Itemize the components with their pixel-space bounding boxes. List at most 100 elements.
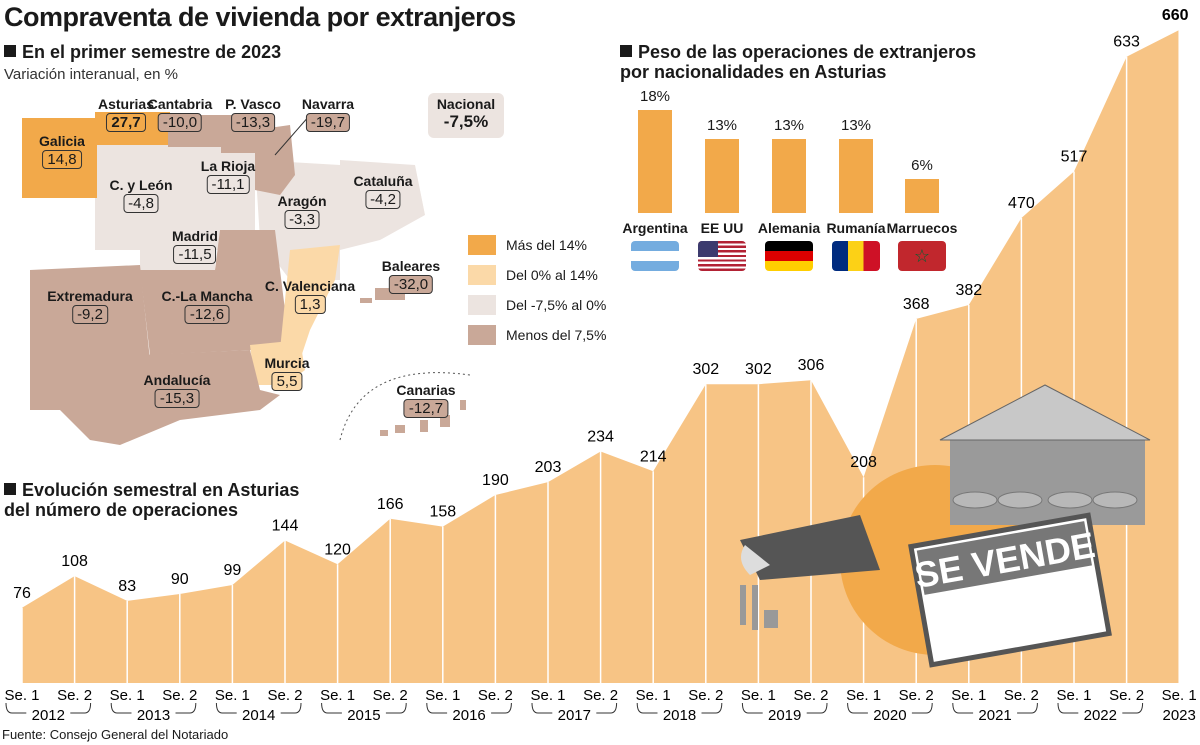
region-name: Murcia [264,355,310,371]
flag-icon-EE UU [698,241,746,271]
area-heading: Evolución semestral en Asturias del núme… [4,480,300,520]
house-sale-illustration: SE VENDE [740,384,1151,668]
data-label: 76 [13,585,31,602]
x-tick-label: Se. 2 [162,687,197,704]
x-tick-label: Se. 1 [741,687,776,704]
keys-icon [740,585,778,630]
region-label: Baleares -32,0 [382,258,440,294]
region-value: 14,8 [42,150,82,169]
data-label: 208 [850,454,877,471]
region-name: Aragón [277,193,327,209]
legend-item: Del -7,5% al 0% [468,295,606,315]
x-tick-label: Se. 2 [478,687,513,704]
year-label: 2020 [873,707,906,724]
year-label: 2016 [452,707,485,724]
data-label: 190 [482,472,509,489]
region-name: Asturias [97,96,155,112]
national-badge: Nacional -7,5% [428,93,504,138]
region-label: Andalucía -15,3 [144,372,210,408]
region-value: -11,5 [173,245,217,264]
year-bracket [5,702,92,714]
x-tick-label: Se. 1 [425,687,460,704]
map-heading: En el primer semestre de 2023 [4,42,281,62]
source-note: Fuente: Consejo General del Notariado [2,727,229,742]
year-bracket [215,702,302,714]
x-tick-label: Se. 2 [793,687,828,704]
x-tick-label: Se. 2 [688,687,723,704]
year-label: 2017 [558,707,591,724]
year-label: 2019 [768,707,801,724]
x-tick-label: Se. 1 [1162,687,1197,704]
region-value: 27,7 [106,113,146,132]
bar-value-label: 18% [639,88,671,106]
bar-Marruecos [905,178,939,213]
data-label: 234 [587,428,614,445]
flag-icon-Rumanía [832,241,880,271]
data-label: 633 [1113,34,1140,51]
data-label: 382 [955,282,982,299]
data-label: 83 [118,578,136,595]
for-sale-sign: SE VENDE [908,512,1112,668]
region-label: C. Valenciana 1,3 [265,278,355,314]
region-value: -15,3 [154,389,200,408]
x-tick-label: Se. 1 [530,687,565,704]
data-label: 144 [272,518,299,535]
bar-Rumanía [839,138,873,213]
year-bracket [847,702,933,714]
year-bracket [1057,702,1144,714]
data-label: 99 [224,562,242,579]
year-bracket [531,702,618,714]
flag-icon-Alemania [765,241,813,271]
region-label: C.-La Mancha -12,6 [161,288,253,324]
year-bracket [321,702,407,714]
region-name: Madrid [172,228,218,244]
region-castilla-la-mancha [140,230,290,355]
region-name: C. Valenciana [264,278,356,294]
bar-value-label: 13% [773,116,805,134]
region-name: Baleares [381,258,441,274]
region-label: Navarra -19,7 [302,96,354,132]
x-tick-label: Se. 2 [899,687,934,704]
x-tick-label: Se. 1 [846,687,881,704]
x-tick-label: Se. 2 [373,687,408,704]
data-label: 302 [745,361,772,378]
region-label: Extremadura -9,2 [47,288,133,324]
x-tick-label: Se. 1 [1056,687,1091,704]
flag-icon-Argentina [631,241,679,271]
region-name: C.-La Mancha [161,288,253,304]
region-canarias [380,400,466,436]
region-label: Asturias 27,7 [98,96,154,132]
country-label: Argentina [622,220,688,236]
x-tick-label: Se. 2 [1004,687,1039,704]
year-label: 2018 [663,707,696,724]
x-tick-label: Se. 1 [320,687,355,704]
data-label: 306 [798,357,825,374]
year-label: 2021 [978,707,1011,724]
region-label: P. Vasco -13,3 [225,96,281,132]
region-name: La Rioja [200,158,256,174]
country-label: Alemania [757,220,821,236]
data-label: 517 [1061,148,1088,165]
nationality-heading: Peso de las operaciones de extranjeros p… [620,42,977,82]
bar-Argentina [638,110,672,213]
page-title: Compraventa de vivienda por extranjeros [4,2,516,32]
region-value: -12,7 [403,399,449,418]
region-name: Extremadura [47,288,133,304]
x-tick-label: Se. 1 [110,687,145,704]
region-label: La Rioja -11,1 [201,158,255,194]
region-label: Madrid -11,5 [172,228,218,264]
region-value: -4,2 [365,190,401,209]
region-value: -10,0 [157,113,203,132]
region-label: Cantabria -10,0 [148,96,212,132]
data-label: 158 [429,504,456,521]
data-label: 108 [61,553,88,570]
legend-item: Más del 14% [468,235,587,255]
country-label: Marruecos [886,220,958,236]
bar-value-label: 13% [706,116,738,134]
data-label: 470 [1008,195,1035,212]
year-label: 2013 [137,707,170,724]
region-value: -4,8 [123,194,159,213]
year-label: 2023 [1163,707,1196,724]
data-label: 214 [640,448,667,465]
